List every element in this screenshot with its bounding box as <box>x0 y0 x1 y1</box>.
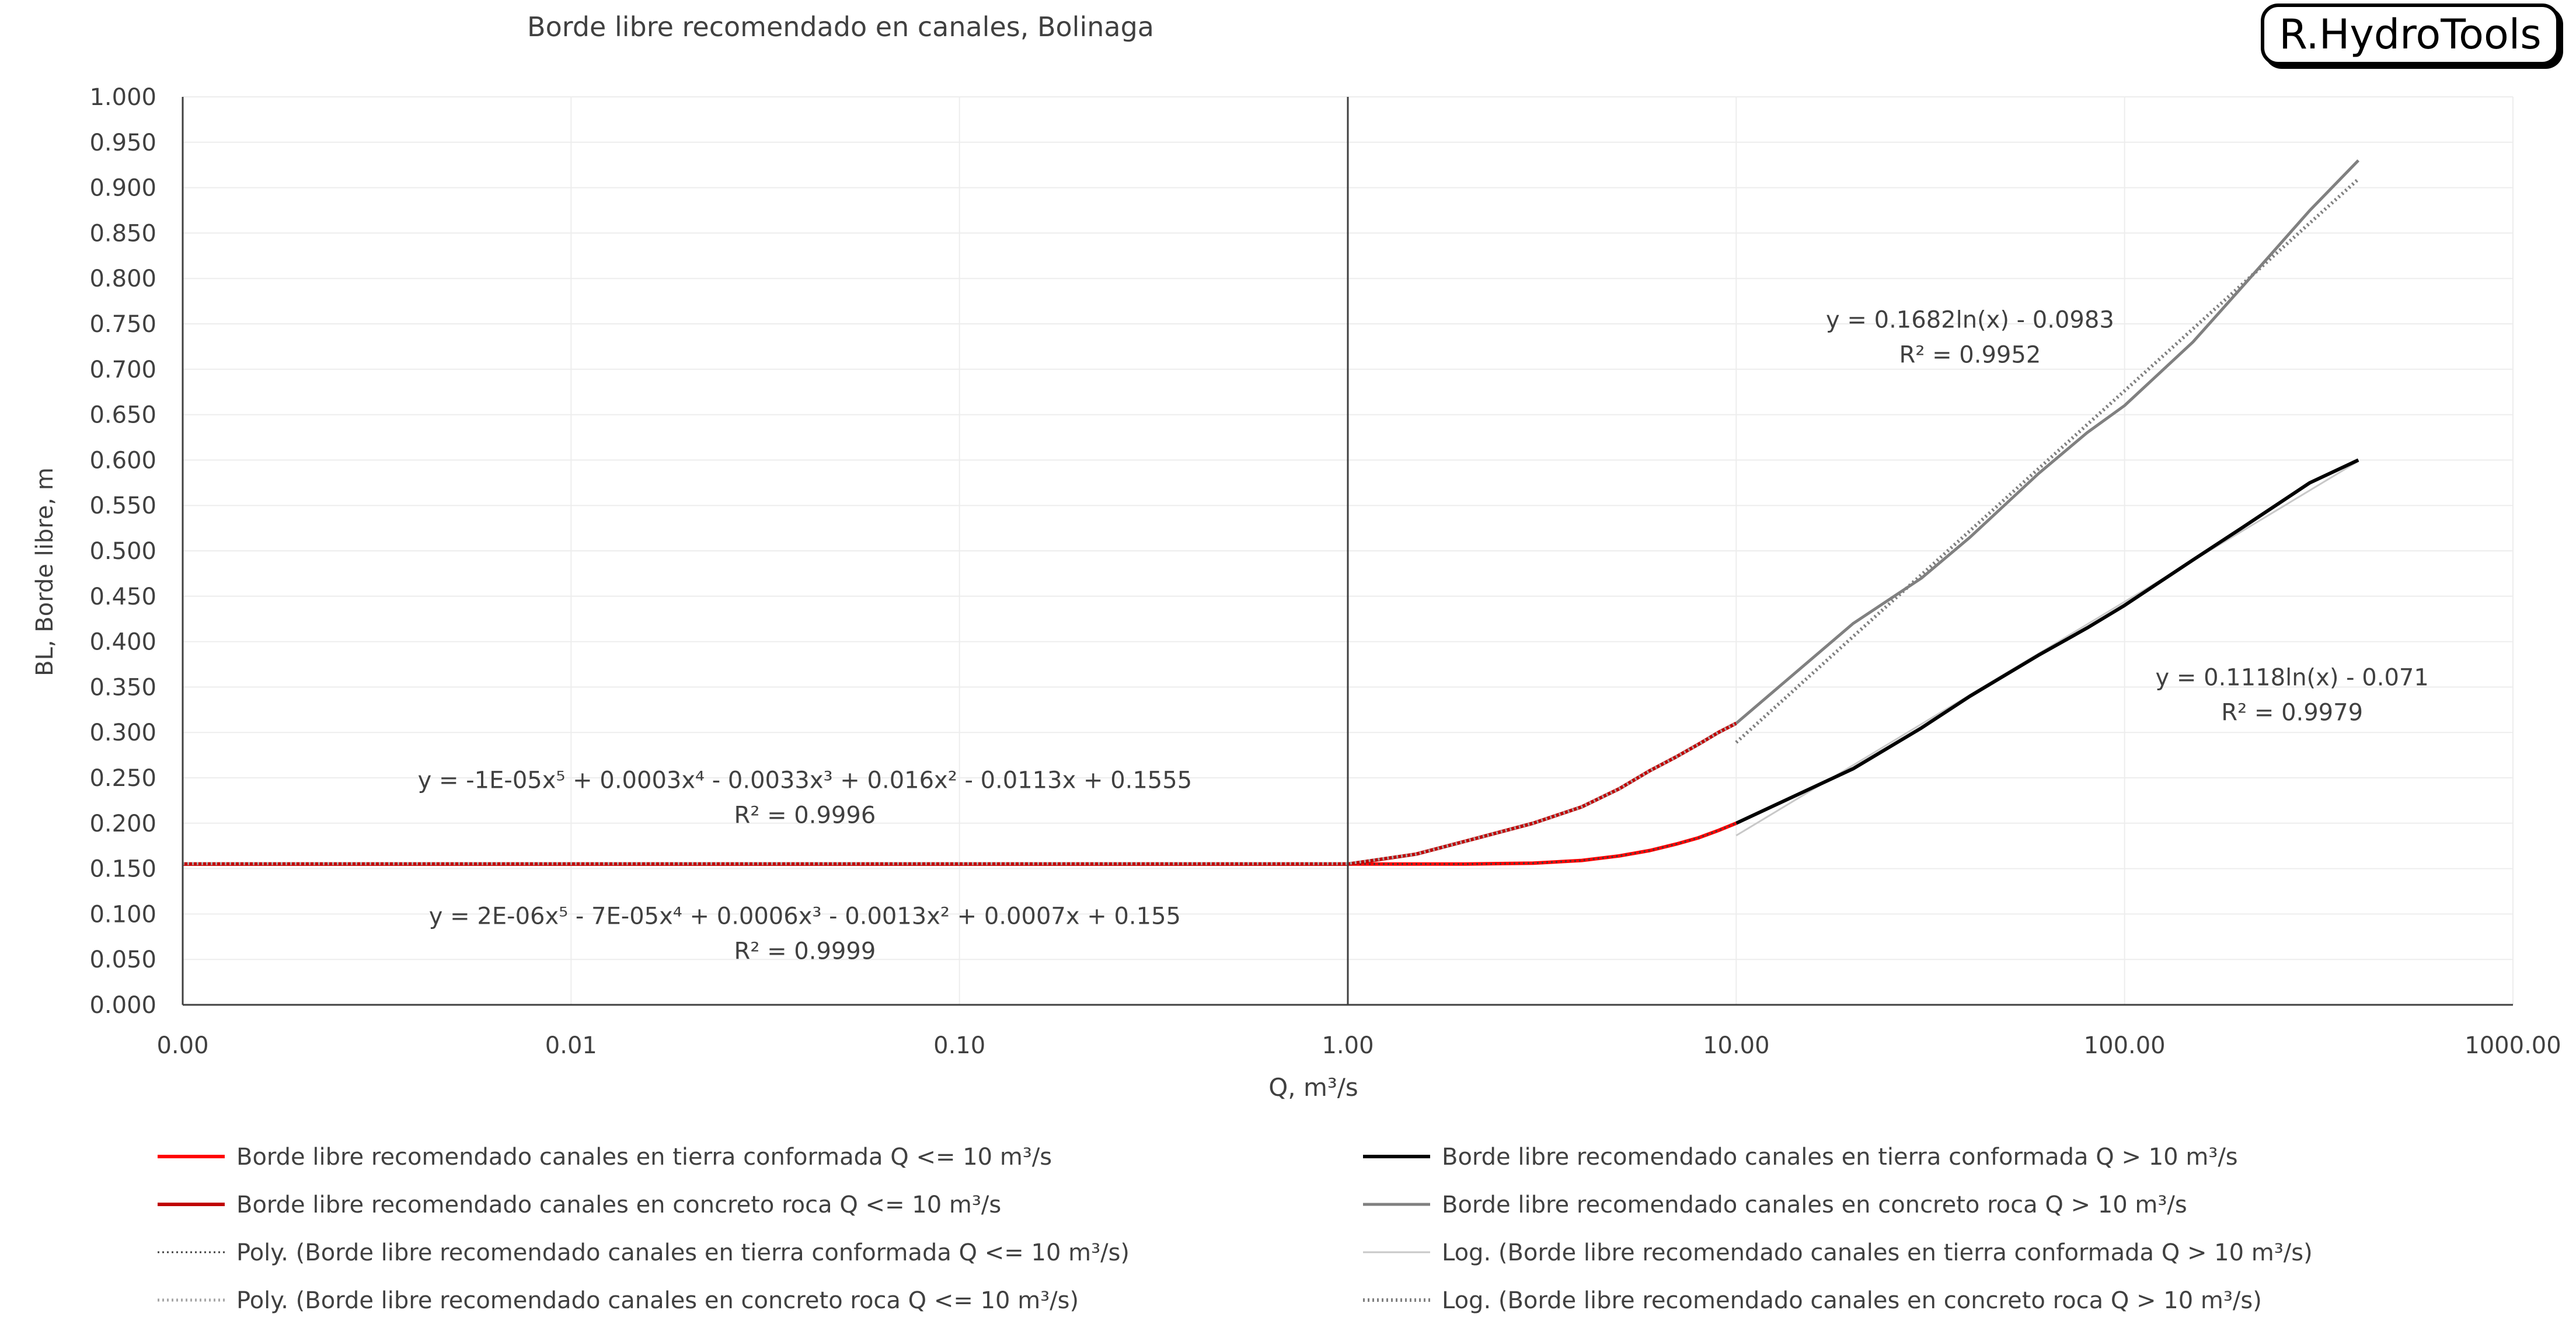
legend-label: Log. (Borde libre recomendado canales en… <box>1442 1287 2262 1314</box>
legend-label: Poly. (Borde libre recomendado canales e… <box>236 1287 1079 1314</box>
series-line <box>1735 458 2359 825</box>
x-tick-label: 1.00 <box>1322 1032 1374 1059</box>
y-tick-label: 0.250 <box>89 765 156 792</box>
y-tick-label: 0.650 <box>89 402 156 429</box>
legend: Borde libre recomendado canales en tierr… <box>158 1144 2313 1314</box>
series-lines <box>183 159 2360 866</box>
series-line <box>183 822 1737 865</box>
y-tick-label: 0.700 <box>89 357 156 383</box>
trendline-r-squared: R² = 0.9979 <box>2221 700 2363 726</box>
y-tick-label: 0.900 <box>89 175 156 202</box>
brand-label: R.HydroTools <box>2279 11 2542 58</box>
y-tick-label: 0.850 <box>89 220 156 247</box>
y-tick-label: 0.500 <box>89 538 156 565</box>
axes <box>182 97 2513 1006</box>
y-tick-label: 0.750 <box>89 311 156 338</box>
trendline-equation: y = 0.1682ln(x) - 0.0983 <box>1826 306 2114 333</box>
y-tick-label: 0.150 <box>89 856 156 883</box>
x-tick-label: 0.00 <box>156 1032 208 1059</box>
y-tick-label: 0.600 <box>89 447 156 474</box>
trendline-equation: y = -1E-05x⁵ + 0.0003x⁴ - 0.0033x³ + 0.0… <box>418 767 1193 794</box>
legend-label: Borde libre recomendado canales en tierr… <box>1442 1144 2238 1171</box>
trendline-r-squared: R² = 0.9999 <box>734 938 876 965</box>
y-tick-label: 0.450 <box>89 584 156 610</box>
legend-label: Borde libre recomendado canales en tierr… <box>236 1144 1052 1171</box>
x-tick-label: 100.00 <box>2084 1032 2166 1059</box>
series-line <box>1735 159 2359 725</box>
x-tick-label: 0.01 <box>545 1032 597 1059</box>
x-axis-label: Q, m³/s <box>1268 1073 1358 1102</box>
y-tick-label: 0.050 <box>89 946 156 973</box>
y-tick-label: 0.000 <box>89 992 156 1019</box>
trendline-r-squared: R² = 0.9996 <box>734 802 876 829</box>
y-tick-label: 0.300 <box>89 719 156 746</box>
y-tick-label: 0.200 <box>89 811 156 837</box>
trendline-r-squared: R² = 0.9952 <box>1899 341 2041 368</box>
y-tick-label: 0.100 <box>89 901 156 928</box>
series-line <box>183 822 1737 866</box>
y-tick-label: 0.550 <box>89 492 156 519</box>
x-tick-labels: 0.00 0.01 0.10 1.00 10.00 100.00 1000.00 <box>156 1032 2561 1059</box>
chart-title: Borde libre recomendado en canales, Boli… <box>527 11 1154 43</box>
series-line <box>1735 177 2360 744</box>
y-tick-labels: 0.000 0.050 0.100 0.150 0.200 0.250 0.300 0.350… <box>89 84 156 1019</box>
legend-label: Borde libre recomendado canales en concr… <box>236 1192 1001 1218</box>
x-tick-label: 10.00 <box>1703 1032 1770 1059</box>
y-tick-label: 0.350 <box>89 674 156 701</box>
trendline-equation: y = 0.1118ln(x) - 0.071 <box>2156 665 2429 691</box>
y-tick-label: 0.800 <box>89 266 156 292</box>
series-line <box>183 721 1737 866</box>
y-axis-label: BL, Borde libre, m <box>32 467 58 676</box>
y-tick-label: 0.400 <box>89 629 156 656</box>
legend-label: Poly. (Borde libre recomendado canales e… <box>236 1239 1130 1266</box>
x-tick-label: 0.10 <box>933 1032 985 1059</box>
y-tick-label: 1.000 <box>89 84 156 111</box>
x-tick-label: 1000.00 <box>2465 1032 2561 1059</box>
legend-label: Borde libre recomendado canales en concr… <box>1442 1192 2187 1218</box>
trendline-equations: y = 0.1682ln(x) - 0.0983 R² = 0.9952 y = 0… <box>418 306 2429 965</box>
brand-logo: R.HydroTools <box>2261 4 2560 65</box>
y-tick-label: 0.950 <box>89 130 156 156</box>
legend-label: Log. (Borde libre recomendado canales en… <box>1442 1239 2313 1266</box>
trendline-equation: y = 2E-06x⁵ - 7E-05x⁴ + 0.0006x³ - 0.001… <box>429 903 1181 930</box>
